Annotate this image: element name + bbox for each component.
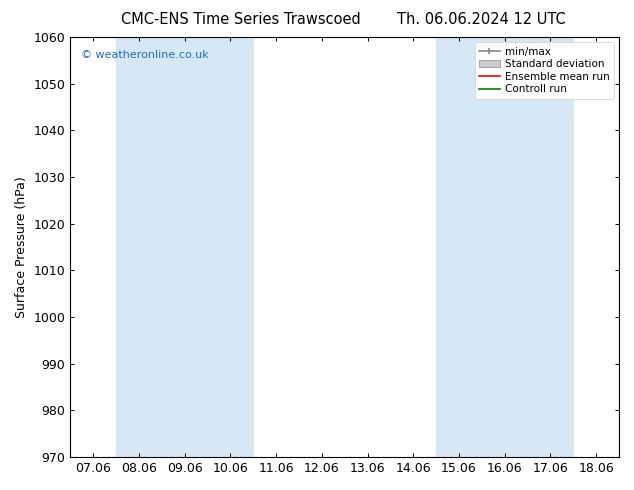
Bar — [116, 37, 253, 457]
Y-axis label: Surface Pressure (hPa): Surface Pressure (hPa) — [15, 176, 28, 318]
Text: Th. 06.06.2024 12 UTC: Th. 06.06.2024 12 UTC — [398, 12, 566, 27]
Bar — [619, 37, 634, 457]
Legend: min/max, Standard deviation, Ensemble mean run, Controll run: min/max, Standard deviation, Ensemble me… — [475, 42, 614, 98]
Text: © weatheronline.co.uk: © weatheronline.co.uk — [81, 50, 209, 60]
Text: CMC-ENS Time Series Trawscoed: CMC-ENS Time Series Trawscoed — [121, 12, 361, 27]
Bar — [436, 37, 573, 457]
